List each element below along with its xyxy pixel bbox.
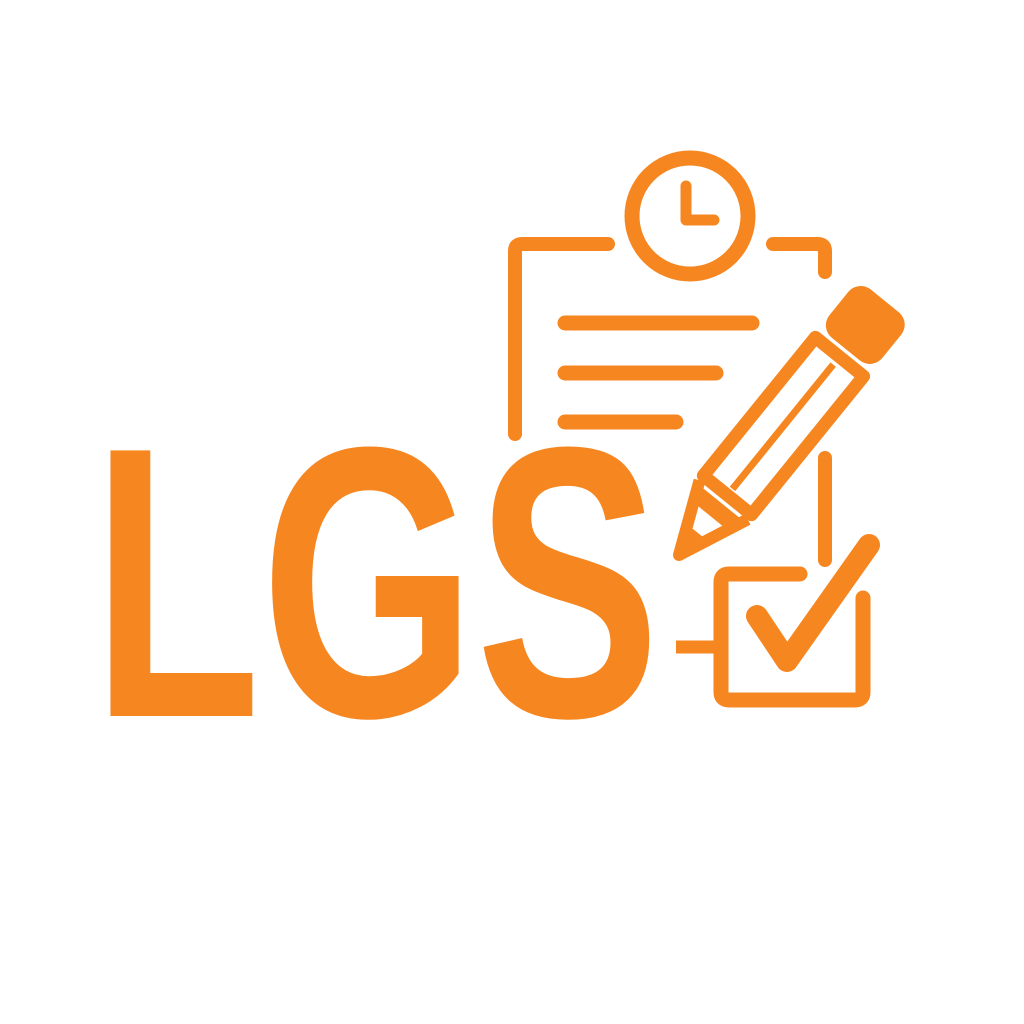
clock-icon bbox=[624, 150, 756, 282]
pencil-icon bbox=[673, 285, 905, 561]
clipboard-document-icon bbox=[508, 237, 832, 567]
checkbox-checked-icon bbox=[713, 534, 880, 708]
document-lines bbox=[557, 315, 760, 430]
logo-text: LGS bbox=[92, 367, 660, 798]
